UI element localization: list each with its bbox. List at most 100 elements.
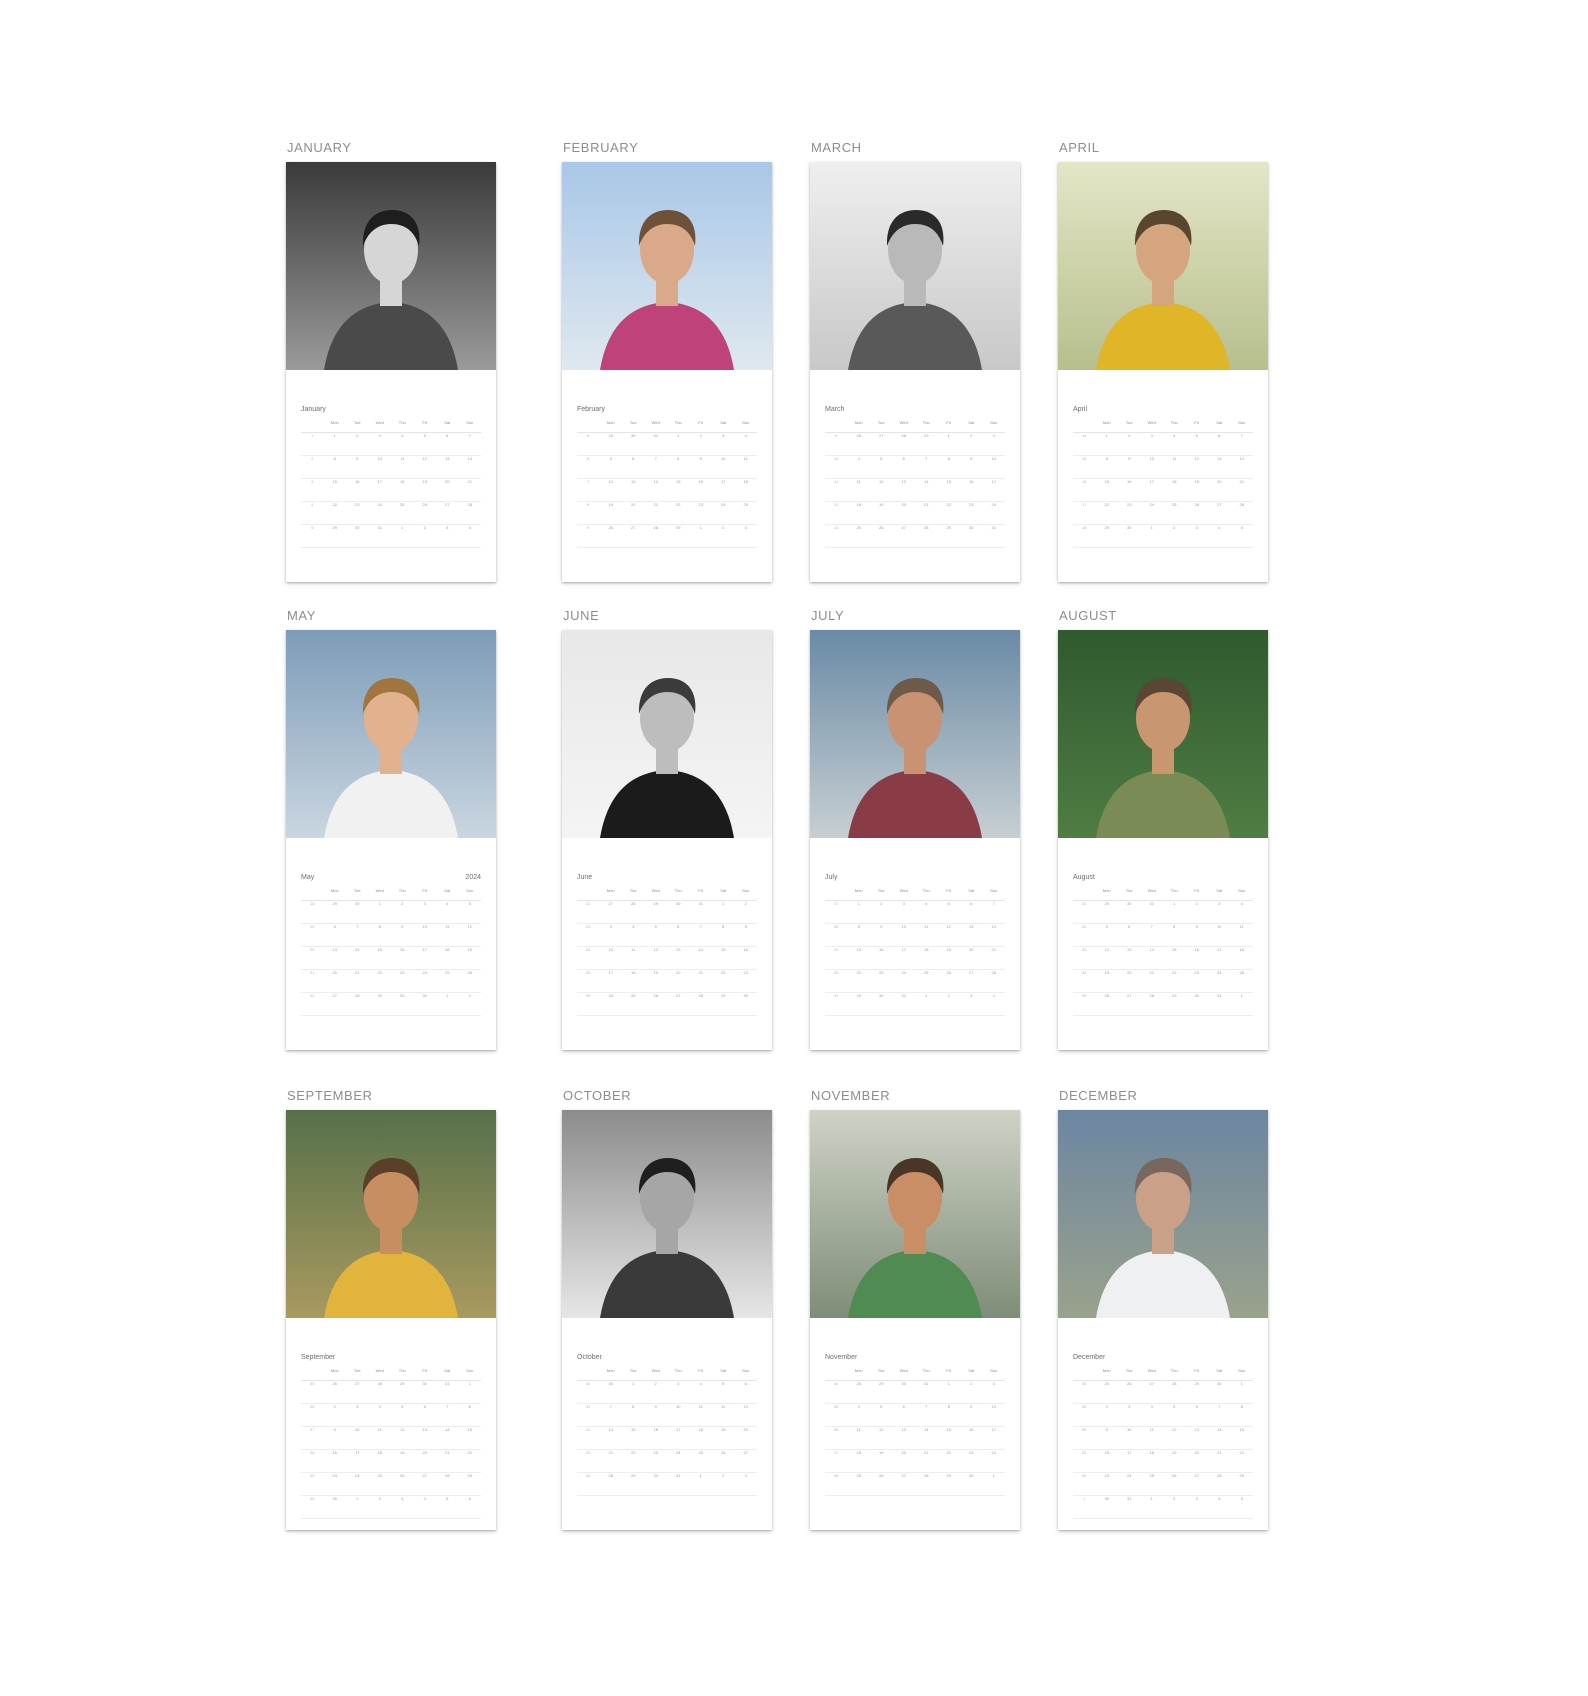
day-cell: 17 [667,1427,690,1450]
week-number: 39 [301,1473,324,1496]
day-cell: 13 [892,479,915,502]
day-cell: 22 [458,1450,481,1473]
day-cell: 10 [368,456,391,479]
day-cell: 9 [346,456,369,479]
photo-face [888,216,942,284]
day-cell: 15 [1163,947,1186,970]
weekday-header: Thu [915,420,938,433]
day-cell: 6 [622,456,645,479]
photo-hair [1134,678,1192,714]
day-cell: 12 [870,1427,893,1450]
day-cell: 23 [689,502,712,525]
calendar-days-grid: Mon Tue Wed Thu Fri Sat Sun 9 26 27 28 29 1 2 3 10 4 5 6 7 8… [825,420,1005,548]
day-cell: 3 [712,433,735,456]
photo-face [640,684,694,752]
day-cell: 1 [1230,993,1253,1016]
calendar-days-grid: Mon Tue Wed Thu Fri Sat Sun 14 1 2 3 4 5 6 7 15 8 9 10 11 12… [1073,420,1253,548]
day-cell: 13 [1185,1427,1208,1450]
day-cell: 31 [368,525,391,548]
day-cell: 27 [1118,993,1141,1016]
weekday-header: Thu [915,1368,938,1381]
week-number: 29 [825,947,848,970]
day-cell: 8 [667,456,690,479]
day-cell: 1 [847,901,870,924]
day-cell: 31 [436,1381,459,1404]
day-cell: 1 [937,1381,960,1404]
week-number: 40 [577,1381,600,1404]
day-cell: 1 [689,1473,712,1496]
day-cell: 17 [982,479,1005,502]
day-cell: 13 [436,456,459,479]
photo-face [364,1164,418,1232]
day-cell: 8 [323,456,346,479]
day-cell: 13 [892,1427,915,1450]
day-cell: 19 [458,947,481,970]
day-cell: 2 [368,1496,391,1519]
day-cell: 4 [622,924,645,947]
day-cell: 24 [599,993,622,1016]
day-cell: 7 [436,1404,459,1427]
photo-face [888,1164,942,1232]
day-cell: 5 [413,433,436,456]
day-cell: 10 [413,924,436,947]
day-cell: 3 [892,901,915,924]
day-cell: 7 [599,1404,622,1427]
day-cell: 3 [391,1496,414,1519]
weekday-header: Wed [644,1368,667,1381]
weekday-header: Mon [599,420,622,433]
calendar-days-grid: Mon Tue Wed Thu Fri Sat Sun 27 1 2 3 4 5 6 7 28 8 9 10 11 12… [825,888,1005,1016]
weekday-header: Sat [1208,888,1231,901]
week-number: 25 [577,970,600,993]
week-number: 40 [301,1496,324,1519]
day-cell: 3 [982,1381,1005,1404]
week-number: 52 [1073,1473,1096,1496]
weekday-header: Wed [1140,888,1163,901]
week-number: 11 [825,479,848,502]
weekday-header: Tue [622,1368,645,1381]
weekday-header: Sun [982,420,1005,433]
day-cell: 2 [323,1404,346,1427]
day-cell: 2 [413,525,436,548]
day-cell: 27 [346,1381,369,1404]
day-cell: 23 [644,1450,667,1473]
day-cell: 12 [937,924,960,947]
week-number: 37 [301,1427,324,1450]
day-cell: 19 [712,1427,735,1450]
week-number: 44 [577,1473,600,1496]
calendar-page: January Mon Tue Wed Thu Fri Sat Sun 1 1 2 3 4 5 6 7 2 8 9… [286,162,496,582]
day-cell: 19 [1095,970,1118,993]
month-title: FEBRUARY [563,140,639,155]
day-cell: 9 [689,456,712,479]
day-cell: 10 [667,1404,690,1427]
day-cell: 5 [436,1496,459,1519]
weekday-header: Sun [982,888,1005,901]
weekday-header: Sun [734,420,757,433]
weekday-header: Mon [847,1368,870,1381]
portrait-image [810,162,1020,370]
weekday-header: Sat [436,888,459,901]
day-cell: 8 [1230,1404,1253,1427]
weekday-header: Mon [323,1368,346,1381]
weekday-header [1073,888,1096,901]
day-cell: 25 [847,525,870,548]
day-cell: 2 [1163,1496,1186,1519]
day-cell: 16 [870,947,893,970]
weekday-header: Tue [1118,1368,1141,1381]
day-cell: 8 [458,1404,481,1427]
week-number: 31 [1073,901,1096,924]
month-calendar: January Mon Tue Wed Thu Fri Sat Sun 1 1 2 3 4 5 6 7 2 8 9… [286,370,496,582]
day-cell: 23 [870,970,893,993]
day-cell: 25 [1230,970,1253,993]
day-cell: 17 [712,479,735,502]
week-number: 5 [577,433,600,456]
day-cell: 30 [1095,1496,1118,1519]
day-cell: 7 [689,924,712,947]
day-cell: 27 [1140,1381,1163,1404]
day-cell: 18 [622,970,645,993]
day-cell: 24 [982,502,1005,525]
day-cell: 14 [915,1427,938,1450]
photo-torso [848,302,982,370]
calendar-month-label: October [577,1354,602,1361]
week-number: 9 [577,525,600,548]
calendar-days-grid: Mon Tue Wed Thu Fri Sat Sun 48 25 26 27 28 29 30 1 49 2 3… [1073,1368,1253,1519]
